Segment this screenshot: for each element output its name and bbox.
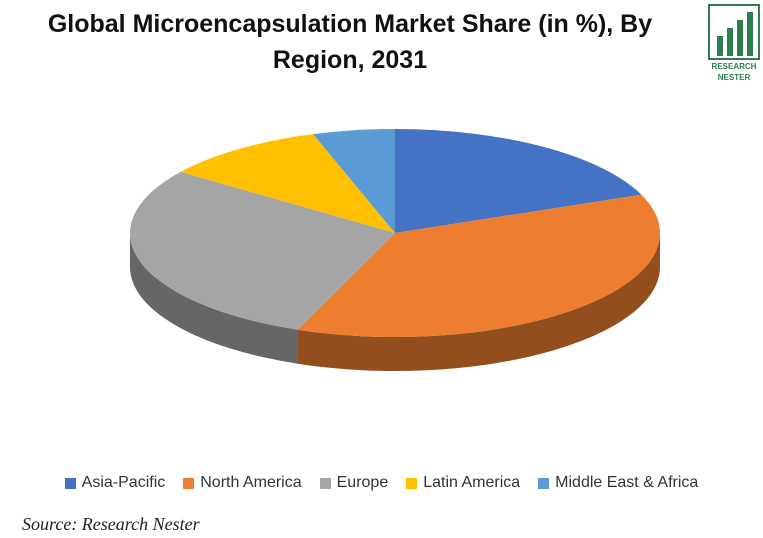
legend-label: Latin America xyxy=(423,474,521,491)
logo-bar xyxy=(737,20,743,56)
logo-bar xyxy=(747,12,753,56)
legend-label: North America xyxy=(200,474,302,491)
slice xyxy=(129,171,395,330)
legend-item: Latin America xyxy=(406,474,520,492)
legend-label: Asia-Pacific xyxy=(81,474,166,491)
slice xyxy=(395,129,642,233)
chart xyxy=(129,129,660,371)
legend: Asia-Pacific North America Europe Latin Ame… xyxy=(0,474,763,492)
logo-text: RESEARCH xyxy=(712,62,757,71)
logo-bar xyxy=(727,28,733,56)
slice xyxy=(297,194,660,337)
legend-item: Middle East & Africa xyxy=(538,474,698,492)
legend-label: Middle East & Africa xyxy=(555,474,699,491)
legend-item: North America xyxy=(183,474,302,492)
logo-text: NESTER xyxy=(718,73,751,82)
legend-swatch xyxy=(64,477,76,489)
chart-title: Global Microencapsulation Market Share (… xyxy=(47,10,653,74)
legend-swatch xyxy=(406,477,418,489)
slice-side xyxy=(130,233,298,364)
legend-item: Asia-Pacific xyxy=(64,474,166,492)
legend-swatch xyxy=(319,477,331,489)
slice-side xyxy=(297,233,660,371)
legend-swatch xyxy=(538,477,550,489)
legend-item: Europe xyxy=(319,474,389,492)
legend-swatch xyxy=(183,477,195,489)
logo-bar xyxy=(717,36,723,56)
legend-label: Europe xyxy=(336,474,389,491)
slice xyxy=(313,129,395,233)
logo-frame xyxy=(708,4,760,60)
logo: RESEARCH NESTER xyxy=(708,4,760,82)
slice xyxy=(180,134,395,233)
source: Source: Research Nester xyxy=(22,514,200,534)
